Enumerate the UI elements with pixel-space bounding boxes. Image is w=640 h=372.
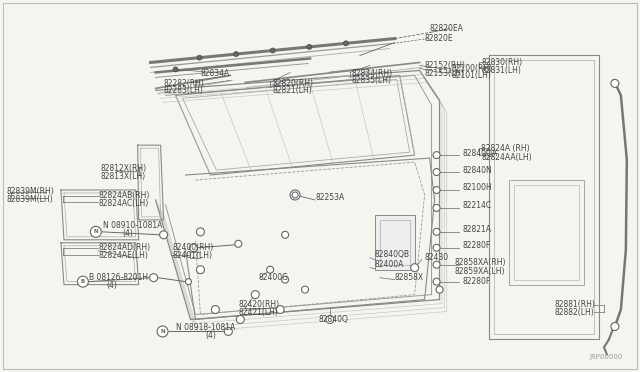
Circle shape [292,192,298,198]
Circle shape [433,278,440,285]
Circle shape [270,48,275,53]
Circle shape [344,41,348,46]
Circle shape [77,276,88,287]
Text: 82400A: 82400A [375,260,404,269]
Text: 82840QA: 82840QA [463,149,497,158]
Text: 82101(LH): 82101(LH) [451,71,492,80]
Text: 82401(LH): 82401(LH) [173,251,212,260]
Text: 82152(RH): 82152(RH) [424,61,466,70]
Circle shape [307,44,312,49]
Text: 82400G: 82400G [258,273,288,282]
Circle shape [276,305,284,314]
Text: 82839M(LH): 82839M(LH) [6,195,53,205]
Circle shape [433,186,440,193]
Text: B 08126-8201H: B 08126-8201H [89,273,148,282]
Text: 82834A: 82834A [200,69,230,78]
Text: N: N [93,229,98,234]
Circle shape [282,276,289,283]
Circle shape [282,231,289,238]
Text: 82100H: 82100H [463,183,492,192]
Text: JRP00000: JRP00000 [589,355,622,360]
Text: 82214C: 82214C [463,201,492,211]
Text: 82420(RH): 82420(RH) [238,300,280,309]
Circle shape [611,79,619,87]
Circle shape [196,228,204,236]
Circle shape [186,279,191,285]
Circle shape [326,315,334,324]
Circle shape [196,266,204,274]
Text: 82820E: 82820E [424,34,453,43]
Circle shape [290,190,300,200]
Text: 82858XA(RH): 82858XA(RH) [454,258,506,267]
Text: 82831(LH): 82831(LH) [481,66,521,75]
Circle shape [236,315,244,324]
Text: 82813X(LH): 82813X(LH) [101,171,146,180]
Text: N: N [160,329,165,334]
Text: 82824AE(LH): 82824AE(LH) [99,251,148,260]
Circle shape [189,244,198,252]
Text: 82421(LH): 82421(LH) [238,308,278,317]
Circle shape [234,52,239,57]
Text: N 08910-1081A: N 08910-1081A [103,221,162,230]
Text: 82824AA(LH): 82824AA(LH) [481,153,532,161]
Text: B: B [81,279,85,284]
Circle shape [433,205,440,211]
Text: 82840Q: 82840Q [318,315,348,324]
Circle shape [159,231,168,239]
Text: 82812X(RH): 82812X(RH) [101,164,147,173]
Circle shape [211,305,220,314]
Text: 82834(RH): 82834(RH) [352,69,393,78]
Circle shape [267,266,274,273]
Circle shape [611,323,619,330]
Text: 82824AB(RH): 82824AB(RH) [99,192,150,201]
Text: 82882(LH): 82882(LH) [554,308,594,317]
Circle shape [150,274,157,282]
Text: 82835(LH): 82835(LH) [352,76,392,85]
Text: 82153(LH): 82153(LH) [424,69,465,78]
Text: 82830(RH): 82830(RH) [481,58,522,67]
Text: 82280F: 82280F [463,241,491,250]
Circle shape [235,240,242,247]
Text: 82824A (RH): 82824A (RH) [481,144,530,153]
Circle shape [433,228,440,235]
Text: N 08918-1081A: N 08918-1081A [175,323,235,332]
Text: 82280F: 82280F [463,277,491,286]
Text: 82100(RH): 82100(RH) [451,64,493,73]
FancyBboxPatch shape [509,180,584,285]
Circle shape [197,55,202,60]
FancyBboxPatch shape [375,215,415,270]
Circle shape [436,286,443,293]
Circle shape [252,291,259,299]
Circle shape [90,226,101,237]
Circle shape [433,261,440,268]
Text: 82824AD(RH): 82824AD(RH) [99,243,151,252]
Text: 82820EA: 82820EA [429,24,463,33]
Text: 82840QB: 82840QB [375,250,410,259]
Text: (4): (4) [205,331,216,340]
Text: 82282(RH): 82282(RH) [164,79,204,88]
Text: 82821(LH): 82821(LH) [272,86,312,95]
Circle shape [433,169,440,176]
Circle shape [301,286,308,293]
Circle shape [173,67,178,72]
Text: 82820(RH): 82820(RH) [272,79,313,88]
Text: (4): (4) [107,281,118,290]
Circle shape [411,264,419,272]
Text: 82430: 82430 [424,253,449,262]
Text: 82824AC(LH): 82824AC(LH) [99,199,149,208]
Text: 82859XA(LH): 82859XA(LH) [454,267,505,276]
Text: (4): (4) [123,229,134,238]
Circle shape [433,152,440,158]
Text: 82881(RH): 82881(RH) [554,300,595,309]
Text: 82400(RH): 82400(RH) [173,243,214,252]
Circle shape [157,326,168,337]
Text: 82821A: 82821A [463,225,492,234]
Text: 82858X: 82858X [395,273,424,282]
Circle shape [225,327,232,336]
Text: 82283(LH): 82283(LH) [164,86,204,95]
Text: 82839M(RH): 82839M(RH) [6,187,54,196]
Text: 82840N: 82840N [463,166,492,174]
Text: 82253A: 82253A [315,193,344,202]
Circle shape [433,244,440,251]
